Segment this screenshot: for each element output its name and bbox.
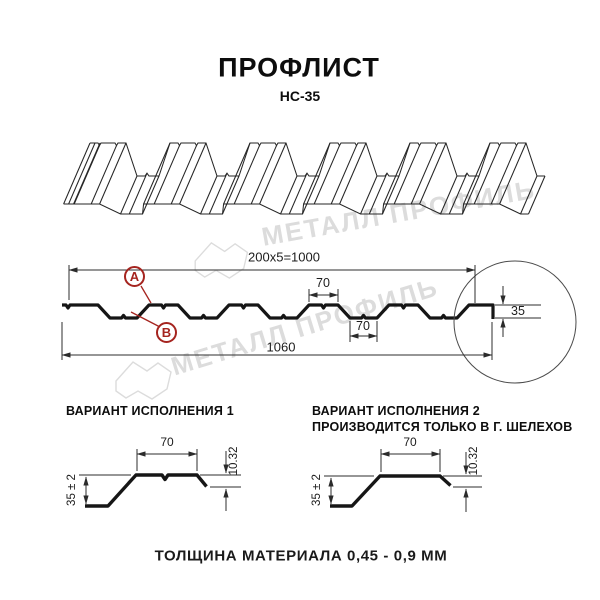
variant1-drawing <box>79 449 241 511</box>
dim-rib-top-label: 70 <box>316 276 330 290</box>
cross-section <box>61 260 577 384</box>
variant2-drawing <box>324 449 482 512</box>
material-thickness-note: ТОЛЩИНА МАТЕРИАЛА 0,45 - 0,9 ММ <box>154 547 448 565</box>
marker-a-badge: A <box>124 266 145 287</box>
variant2-dim-width: 70 <box>403 435 417 449</box>
variant2-dim-lip: 10.32 <box>468 446 480 476</box>
page-title: ПРОФЛИСТ <box>218 52 380 83</box>
sheet-3d-view <box>63 142 546 215</box>
detail-circle <box>453 260 577 384</box>
dim-total-width-label: 1060 <box>266 339 296 355</box>
dim-rib-bottom-label: 70 <box>356 319 370 333</box>
variant2-dim-height: 35 ± 2 <box>311 474 323 506</box>
leader-b <box>130 311 161 328</box>
leader-a <box>140 285 152 304</box>
dim-cover-width-label: 200x5=1000 <box>248 249 320 265</box>
variant1-dim-width: 70 <box>160 435 174 449</box>
dim-height-label: 35 <box>511 304 525 318</box>
marker-b-badge: B <box>156 322 177 343</box>
variant2-title: ВАРИАНТ ИСПОЛНЕНИЯ 2 <box>312 404 480 418</box>
marker-a-letter: A <box>129 269 140 284</box>
variant1-title: ВАРИАНТ ИСПОЛНЕНИЯ 1 <box>66 404 234 418</box>
variant2-subtitle: ПРОИЗВОДИТСЯ ТОЛЬКО В Г. ШЕЛЕХОВ <box>312 420 573 434</box>
variant1-dim-height: 35 ± 2 <box>66 474 78 506</box>
profile-code: НС-35 <box>279 88 321 104</box>
cross-section-profile <box>62 303 495 320</box>
marker-b-letter: B <box>161 325 172 340</box>
variant1-dim-lip: 10.32 <box>228 446 240 476</box>
